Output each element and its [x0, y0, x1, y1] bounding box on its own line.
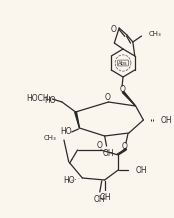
Text: HO: HO [60, 126, 72, 136]
Text: OH: OH [100, 192, 111, 201]
Text: OH: OH [136, 165, 147, 174]
Text: OH: OH [94, 194, 106, 203]
Text: O: O [110, 24, 116, 34]
Text: HO: HO [45, 95, 56, 104]
Polygon shape [122, 91, 136, 106]
Text: HO: HO [63, 175, 75, 184]
Text: Abs: Abs [118, 61, 128, 65]
Text: HOCH₂: HOCH₂ [27, 94, 52, 102]
Text: OH: OH [161, 116, 172, 124]
Text: O: O [97, 140, 103, 150]
Text: CH₃: CH₃ [44, 135, 56, 141]
Text: OH: OH [103, 148, 114, 157]
Text: O: O [122, 141, 128, 150]
Polygon shape [118, 148, 126, 155]
Text: O: O [105, 92, 110, 102]
Text: O: O [119, 85, 125, 94]
Text: CH₃: CH₃ [148, 31, 161, 37]
Polygon shape [75, 112, 80, 128]
